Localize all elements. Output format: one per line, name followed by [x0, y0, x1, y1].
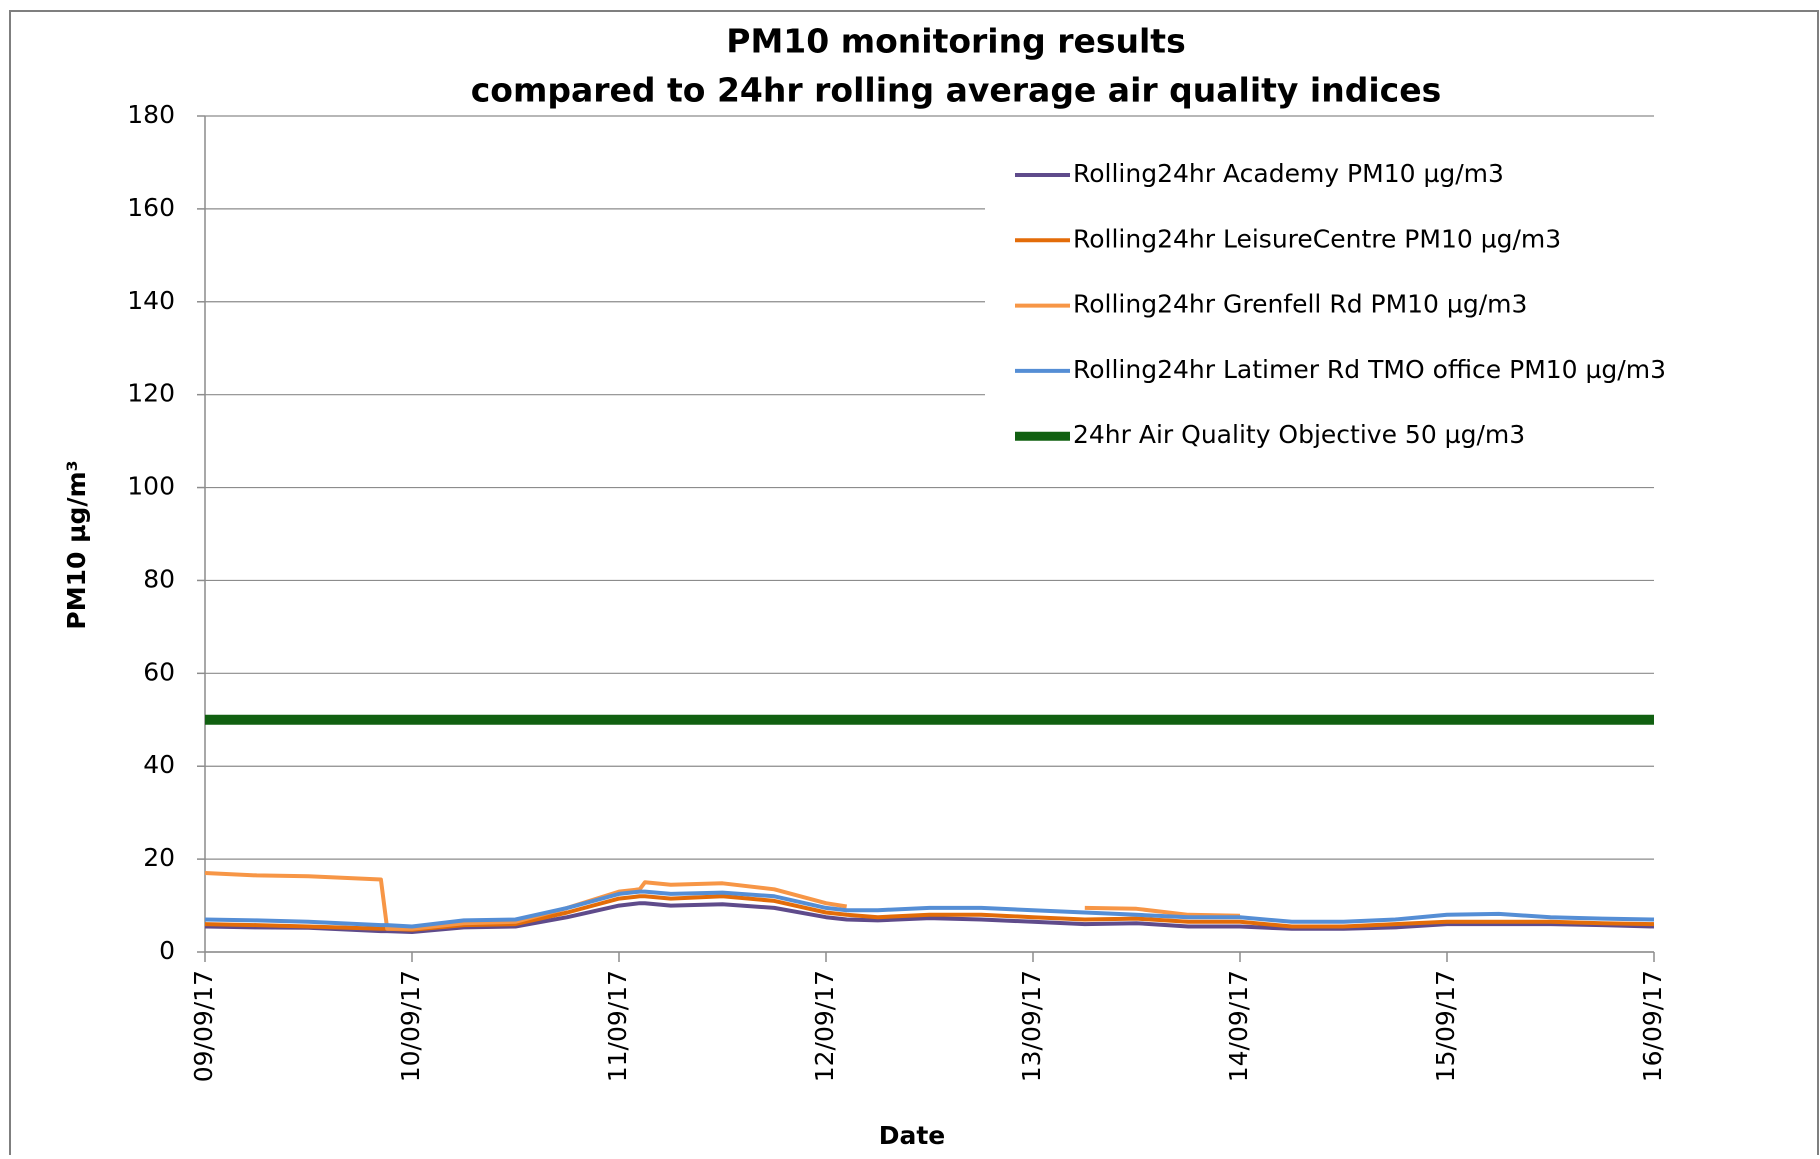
y-tick-label: 140 [127, 286, 175, 315]
y-tick-label: 80 [143, 564, 175, 593]
x-tick-label: 11/09/17 [603, 970, 632, 1082]
x-tick-label: 14/09/17 [1224, 970, 1253, 1082]
series-line [204, 889, 1655, 929]
chart-title: PM10 monitoring results [726, 22, 1185, 61]
x-tick-label: 15/09/17 [1431, 970, 1460, 1082]
series-line [204, 901, 1655, 934]
x-tick-label: 12/09/17 [810, 970, 839, 1082]
y-tick-label: 60 [143, 657, 175, 686]
y-tick-label: 120 [127, 379, 175, 408]
y-axis-label: PM10 µg/m³ [62, 460, 91, 629]
y-tick-label: 180 [127, 100, 175, 129]
legend-background [985, 140, 1654, 462]
legend-label: Rolling24hr Academy PM10 µg/m3 [1073, 159, 1504, 188]
x-tick-label: 09/09/17 [189, 970, 218, 1082]
legend-label: 24hr Air Quality Objective 50 µg/m3 [1073, 420, 1525, 449]
x-tick-label: 13/09/17 [1017, 970, 1046, 1082]
x-tick-label: 10/09/17 [396, 970, 425, 1082]
legend-label: Rolling24hr LeisureCentre PM10 µg/m3 [1073, 224, 1561, 253]
legend-label: Rolling24hr Grenfell Rd PM10 µg/m3 [1073, 290, 1527, 319]
x-axis-label: Date [879, 1121, 946, 1150]
legend-label: Rolling24hr Latimer Rd TMO office PM10 µ… [1073, 355, 1666, 384]
y-tick-label: 100 [127, 472, 175, 501]
y-tick-label: 20 [143, 843, 175, 872]
y-tick-label: 160 [127, 193, 175, 222]
y-tick-label: 0 [159, 936, 175, 965]
x-tick-label: 16/09/17 [1638, 970, 1667, 1082]
y-tick-label: 40 [143, 750, 175, 779]
chart-subtitle: compared to 24hr rolling average air qua… [471, 71, 1442, 110]
